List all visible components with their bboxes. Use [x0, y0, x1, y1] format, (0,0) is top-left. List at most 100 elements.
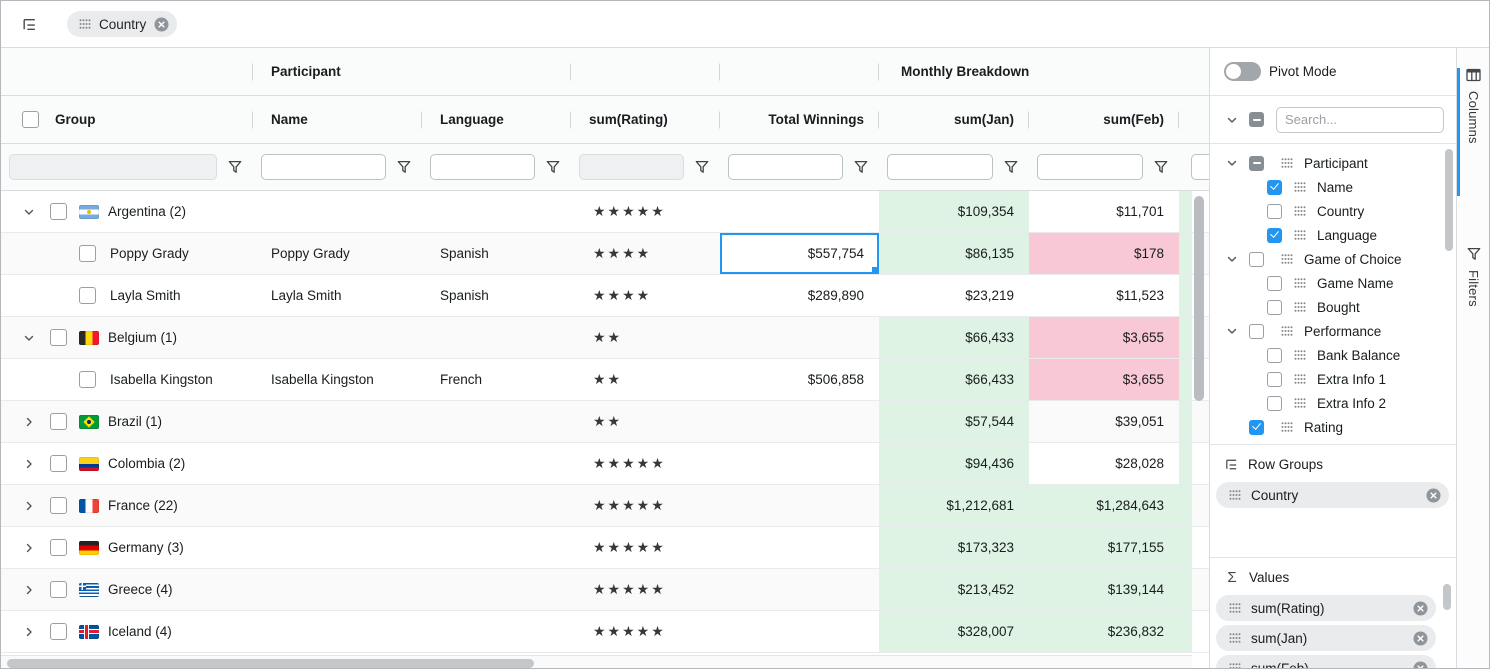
row-select-checkbox[interactable] — [50, 203, 67, 220]
language-cell[interactable] — [422, 527, 571, 568]
column-tree-item-game-name[interactable]: Game Name — [1210, 271, 1456, 295]
language-cell[interactable] — [422, 401, 571, 442]
filter-funnel-icon[interactable] — [217, 160, 253, 174]
row-select-checkbox[interactable] — [50, 455, 67, 472]
jan-cell[interactable]: $57,544 — [879, 401, 1029, 442]
fill-handle[interactable] — [872, 267, 878, 273]
horizontal-scrollbar-track[interactable] — [1, 655, 1192, 668]
feb-cell[interactable]: $11,701 — [1116, 204, 1164, 219]
row-select-checkbox[interactable] — [50, 329, 67, 346]
column-visibility-checkbox[interactable] — [1267, 299, 1282, 315]
chevron-right-icon[interactable] — [21, 542, 37, 554]
rating-cell[interactable]: ★★★★★ — [593, 623, 666, 639]
column-tree-item-performance[interactable]: Performance — [1210, 319, 1456, 343]
mar-cell-partial[interactable] — [1179, 569, 1192, 610]
column-tree-item-extra-info-2[interactable]: Extra Info 2 — [1210, 391, 1456, 415]
remove-chip-icon[interactable] — [1413, 601, 1428, 616]
column-visibility-checkbox[interactable] — [1267, 347, 1282, 363]
name-cell[interactable] — [253, 485, 422, 526]
name-cell[interactable] — [253, 401, 422, 442]
jan-cell[interactable]: $66,433 — [879, 317, 1029, 358]
filter-funnel-icon[interactable] — [993, 160, 1029, 174]
row-select-checkbox[interactable] — [50, 539, 67, 556]
language-cell[interactable] — [422, 443, 571, 484]
panel-chip-sum-rating-[interactable]: sum(Rating) — [1216, 595, 1436, 621]
jan-cell[interactable]: $328,007 — [879, 611, 1029, 652]
mar-cell-partial[interactable] — [1179, 191, 1192, 232]
language-filter-input[interactable] — [430, 154, 535, 180]
row-select-checkbox[interactable] — [50, 623, 67, 640]
name-cell[interactable] — [253, 191, 422, 232]
header-language[interactable]: Language — [422, 96, 571, 143]
panel-chip-country[interactable]: Country — [1216, 482, 1449, 508]
mar-cell-partial[interactable] — [1179, 485, 1192, 526]
name-filter-input[interactable] — [261, 154, 386, 180]
header-sum-feb[interactable]: sum(Feb) — [1029, 96, 1179, 143]
drag-grip-icon[interactable] — [1281, 254, 1293, 264]
column-visibility-checkbox[interactable] — [1267, 227, 1282, 243]
row-select-checkbox[interactable] — [50, 581, 67, 598]
rating-cell[interactable]: ★★★★ — [593, 245, 652, 261]
chevron-down-icon[interactable] — [1224, 157, 1240, 169]
chevron-right-icon[interactable] — [21, 500, 37, 512]
mar-cell-partial[interactable] — [1179, 611, 1192, 652]
chevron-right-icon[interactable] — [21, 416, 37, 428]
mar-cell-partial[interactable] — [1179, 275, 1192, 316]
total-winnings-cell[interactable] — [720, 569, 879, 610]
tree-scrollbar-thumb[interactable] — [1445, 149, 1453, 251]
column-tree-item-name[interactable]: Name — [1210, 175, 1456, 199]
header-total-winnings[interactable]: Total Winnings — [720, 96, 879, 143]
column-tree-item-bought[interactable]: Bought — [1210, 295, 1456, 319]
horizontal-scrollbar-thumb[interactable] — [7, 659, 534, 668]
total-winnings-cell[interactable] — [720, 191, 879, 232]
column-tree-item-extra-info-1[interactable]: Extra Info 1 — [1210, 367, 1456, 391]
language-cell[interactable] — [422, 485, 571, 526]
select-all-checkbox[interactable] — [22, 111, 39, 128]
drag-grip-icon[interactable] — [1281, 422, 1293, 432]
total-winnings-filter-input[interactable] — [728, 154, 843, 180]
row-select-checkbox[interactable] — [50, 497, 67, 514]
mar-cell-partial[interactable] — [1179, 443, 1192, 484]
column-visibility-checkbox[interactable] — [1267, 395, 1282, 411]
row-select-checkbox[interactable] — [79, 371, 96, 388]
rating-cell[interactable]: ★★ — [593, 413, 623, 429]
chevron-right-icon[interactable] — [21, 626, 37, 638]
chevron-right-icon[interactable] — [21, 458, 37, 470]
language-cell[interactable] — [422, 569, 571, 610]
column-visibility-checkbox[interactable] — [1267, 179, 1282, 195]
remove-chip-icon[interactable] — [1413, 631, 1428, 646]
remove-chip-icon[interactable] — [1426, 488, 1441, 503]
remove-chip-icon[interactable] — [1413, 661, 1428, 668]
feb-cell[interactable]: $178 — [1029, 233, 1179, 274]
name-cell[interactable] — [253, 611, 422, 652]
jan-filter-input[interactable] — [887, 154, 993, 180]
feb-cell[interactable]: $28,028 — [1115, 456, 1164, 471]
chevron-down-icon[interactable] — [21, 206, 37, 218]
tab-columns[interactable]: Columns — [1457, 68, 1489, 144]
vertical-scrollbar[interactable] — [1194, 196, 1204, 401]
total-winnings-cell[interactable] — [720, 527, 879, 568]
feb-cell[interactable]: $236,832 — [1029, 611, 1179, 652]
panel-chip-sum-feb-[interactable]: sum(Feb) — [1216, 655, 1436, 668]
filter-funnel-icon[interactable] — [535, 160, 571, 174]
drag-grip-icon[interactable] — [1294, 374, 1306, 384]
header-name[interactable]: Name — [253, 96, 422, 143]
column-visibility-checkbox[interactable] — [1249, 323, 1264, 339]
feb-cell[interactable]: $139,144 — [1029, 569, 1179, 610]
drag-grip-icon[interactable] — [1294, 206, 1306, 216]
name-cell[interactable]: Poppy Grady — [271, 246, 350, 261]
feb-cell[interactable]: $39,051 — [1115, 414, 1164, 429]
rating-cell[interactable]: ★★★★★ — [593, 455, 666, 471]
jan-cell[interactable]: $66,433 — [879, 359, 1029, 400]
chevron-down-icon[interactable] — [1224, 325, 1240, 337]
header-sum-jan[interactable]: sum(Jan) — [879, 96, 1029, 143]
pivot-mode-toggle[interactable] — [1224, 62, 1261, 81]
group-chip-country[interactable]: Country — [67, 11, 178, 37]
name-cell[interactable]: Layla Smith — [271, 288, 342, 303]
total-winnings-cell[interactable]: $506,858 — [807, 372, 864, 387]
mar-cell-partial[interactable] — [1179, 359, 1192, 400]
total-winnings-cell[interactable]: $557,754 — [720, 233, 879, 274]
name-cell[interactable] — [253, 527, 422, 568]
feb-cell[interactable]: $3,655 — [1029, 359, 1179, 400]
column-visibility-checkbox[interactable] — [1267, 275, 1282, 291]
